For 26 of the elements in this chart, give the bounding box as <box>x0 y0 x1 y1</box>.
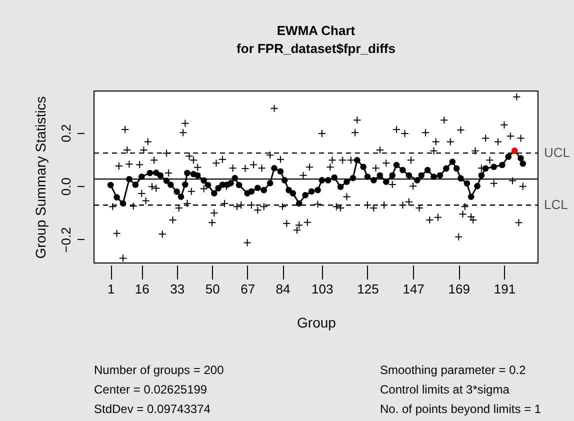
x-tick-label: 67 <box>240 282 256 296</box>
x-tick-label: 16 <box>134 282 150 296</box>
ref-line-label: LCL <box>544 197 568 212</box>
x-tick-label: 125 <box>357 282 379 296</box>
x-tick-label: 147 <box>402 282 424 296</box>
x-tick-label: 169 <box>448 282 470 296</box>
x-tick-label: 191 <box>494 282 516 296</box>
x-tick-label: 84 <box>276 282 290 296</box>
x-tick-label: 1 <box>107 282 115 296</box>
ref-line-label: UCL <box>544 145 570 160</box>
text: Smoothing parameter = 0.2 <box>380 363 526 377</box>
y-axis-title: Group Summary Statistics <box>32 96 48 259</box>
x-tick-label: 33 <box>170 282 185 296</box>
chart-title: EWMA Chart <box>276 23 356 38</box>
chart-subtitle: for FPR_dataset$fpr_diffs <box>236 41 396 56</box>
text: Number of groups = 200 <box>94 363 224 377</box>
text: Control limits at 3*sigma <box>380 382 510 396</box>
text: No. of points beyond limits = 1 <box>380 402 542 416</box>
y-tick-label: −0.2 <box>58 227 74 253</box>
y-tick-label: 0.2 <box>58 124 74 142</box>
text: Center = 0.02625199 <box>94 382 208 396</box>
x-tick-label: 50 <box>205 282 220 296</box>
text: StdDev = 0.09743374 <box>94 402 211 416</box>
x-axis-title: Group <box>297 314 336 330</box>
y-tick-label: 0.0 <box>58 178 74 196</box>
x-tick-label: 103 <box>312 282 334 296</box>
